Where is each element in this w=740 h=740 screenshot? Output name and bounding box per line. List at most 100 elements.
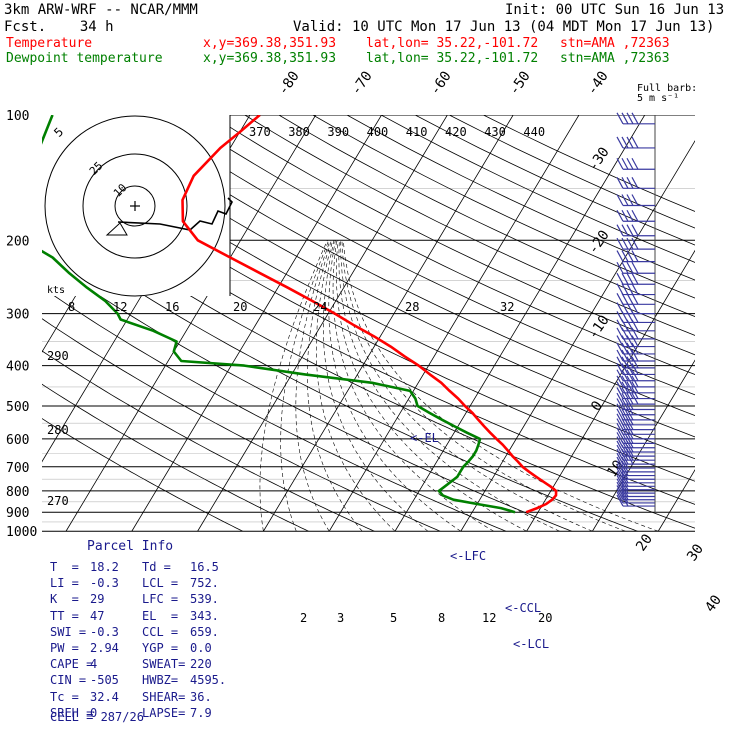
parcel-value: 47 (90, 608, 105, 623)
parcel-label: LI = (50, 576, 79, 591)
parcel-value: 539. (190, 592, 219, 607)
pressure-tick-label: 800 (6, 485, 29, 500)
parcel-value: -0.3 (90, 624, 119, 639)
hodograph-ring (44, 115, 226, 297)
parcel-info-row: K = 29 LFC = 539. (50, 592, 232, 607)
theta-label: 400 (367, 125, 389, 139)
parcel-label: CIN = (50, 673, 87, 688)
wind-barb (616, 342, 655, 355)
pressure-tick-label: 300 (6, 308, 29, 323)
dry-adiabat-line (244, 115, 695, 336)
theta-label: 420 (445, 125, 467, 139)
dry-adiabat-line (42, 383, 309, 532)
hodograph-ring (114, 185, 156, 227)
parcel-info-row: TT = 47 EL = 343. (50, 609, 232, 624)
level-annotation: <-LFC (450, 549, 486, 563)
temperature-legend: Temperature (6, 36, 93, 51)
pressure-tick-label: 100 (6, 109, 29, 124)
wind-barb (616, 481, 655, 494)
pressure-tick-label: 400 (6, 360, 29, 375)
model-title: 3km ARW-WRF -- NCAR/MMM (4, 2, 198, 18)
valid-time: Valid: 10 UTC Mon 17 Jun 13 (04 MDT Mon … (293, 19, 715, 35)
dry-adiabat-line (312, 115, 695, 299)
isotherm-line (263, 115, 514, 532)
wind-barb (616, 136, 655, 149)
moist-adiabat-line (328, 240, 461, 532)
isotherm-line (197, 115, 448, 532)
wind-barb (616, 392, 655, 405)
dry-adiabat-line (210, 115, 695, 356)
isotherm-label: 30 (684, 541, 707, 564)
pressure-tick-label: 900 (6, 506, 29, 521)
wind-speed-label: 16 (165, 300, 179, 314)
isotherm-line (526, 249, 695, 532)
moist-adiabat-line (295, 240, 331, 532)
wind-barb (616, 460, 655, 473)
pressure-tick-label: 200 (6, 234, 29, 249)
parcel-label: LCL = (142, 576, 179, 591)
parcel-label: PW = (50, 641, 79, 655)
wind-barb (616, 485, 655, 498)
wind-barb (616, 369, 655, 382)
parcel-value: 659. (190, 624, 219, 639)
parcel-value: 36. (190, 689, 212, 704)
parcel-label: SHEAR= (142, 689, 186, 704)
theta-label: 430 (484, 125, 506, 139)
wind-barb (616, 194, 655, 207)
parcel-value: 7.9 (190, 705, 212, 720)
wind-units-label: kts (47, 285, 65, 296)
dry-adiabat-line (42, 350, 375, 532)
parcel-info-row: CAPE = 4 SWEAT= 220 (50, 657, 232, 672)
dry-adiabat-line (74, 115, 695, 438)
parcel-label: YGP = (142, 641, 179, 655)
wind-barb (616, 261, 655, 274)
pressure-tick-label: 1000 (6, 525, 37, 540)
wind-barb (616, 237, 655, 250)
parcel-label: Td = (142, 560, 171, 574)
dewpoint-legend: Dewpoint temperature (6, 51, 163, 66)
wind-barb (616, 494, 655, 507)
isotherm-line (657, 469, 695, 532)
wind-barb (616, 356, 655, 369)
moist-adiabat-line (341, 240, 626, 532)
wind-barb (616, 209, 655, 222)
parcel-info-row: SREH = 0 LAPSE= 7.9 (50, 706, 232, 721)
dewpoint-xy: x,y=369.38,351.93 (203, 51, 337, 66)
wind-barb (616, 387, 655, 400)
parcel-value: 343. (190, 608, 219, 623)
mixing-ratio-label: 3 (337, 611, 344, 625)
wind-barb (616, 375, 655, 388)
wind-speed-label: 12 (113, 300, 127, 314)
parcel-info-row: T = 18.2 Td = 16.5 (50, 560, 232, 575)
mixing-ratio-label: 5 (390, 611, 397, 625)
parcel-value: 2.94 (90, 641, 119, 655)
parcel-value: 16.5 (190, 560, 219, 574)
forecast-hour: Fcst. 34 h (4, 19, 114, 35)
dry-adiabat-line (380, 115, 695, 263)
dewpoint-latlon: lat,lon= 35.22,-101.72 (366, 51, 539, 66)
wind-barb (616, 157, 655, 170)
isotherm-label: -80 (275, 68, 303, 98)
wind-speed-label: 8 (68, 300, 75, 314)
dry-adiabat-line (42, 142, 695, 482)
wind-barb (616, 464, 655, 477)
wind-barb (616, 488, 655, 501)
parcel-value: 0.0 (190, 641, 212, 655)
temperature-station: stn=AMA ,72363 (560, 36, 670, 51)
wind-barb (616, 112, 655, 125)
dewpoint-profile-line (42, 115, 516, 514)
temperature-xy: x,y=369.38,351.93 (203, 36, 337, 51)
temperature-latlon: lat,lon= 35.22,-101.72 (366, 36, 539, 51)
parcel-label: SREH = (50, 705, 94, 720)
parcel-info-row: PW = 2.94 YGP = 0.0 (50, 641, 232, 656)
mixing-ratio-label: 8 (438, 611, 445, 625)
wind-speed-label: 32 (500, 300, 514, 314)
parcel-value: 18.2 (90, 560, 119, 574)
parcel-label: CCL = (142, 624, 179, 639)
theta-label: 440 (523, 125, 545, 139)
parcel-value: 752. (190, 576, 219, 591)
wind-barb (616, 475, 655, 487)
level-annotation: <-EL (410, 431, 439, 445)
storm-motion-marker (105, 222, 128, 236)
